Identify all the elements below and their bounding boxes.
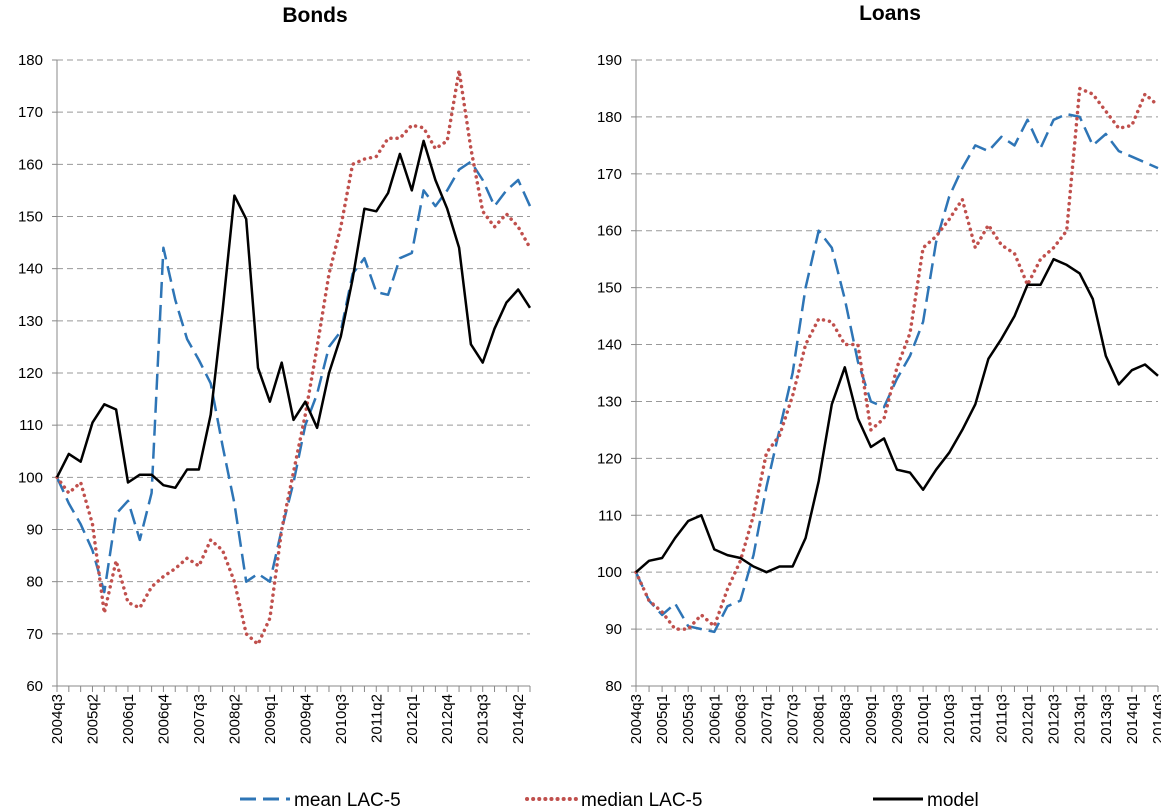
y-tick-label: 120 (597, 450, 622, 467)
y-tick-label: 150 (597, 280, 622, 297)
x-tick-label: 2011q1 (967, 694, 984, 743)
y-tick-label: 100 (597, 564, 622, 581)
y-tick-label: 110 (19, 417, 43, 434)
y-tick-label: 140 (18, 261, 43, 278)
x-tick-label: 2012q4 (439, 694, 456, 744)
y-tick-label: 60 (26, 678, 43, 695)
y-tick-label: 150 (18, 209, 43, 226)
x-tick-label: 2006q3 (732, 694, 749, 744)
x-tick-label: 2009q1 (863, 694, 880, 744)
x-tick-label: 2007q1 (759, 694, 776, 744)
y-tick-label: 170 (18, 104, 43, 121)
y-tick-label: 170 (597, 166, 622, 183)
y-tick-label: 160 (597, 223, 622, 240)
x-tick-label: 2010q3 (333, 694, 350, 744)
y-tick-label: 90 (26, 522, 43, 539)
y-tick-label: 80 (605, 678, 622, 695)
y-tick-label: 160 (18, 156, 43, 173)
x-tick-label: 2004q3 (628, 694, 645, 744)
x-tick-label: 2005q1 (654, 694, 671, 744)
x-tick-label: 2006q1 (706, 694, 723, 744)
x-tick-label: 2012q1 (404, 694, 421, 744)
x-tick-label: 2013q3 (1098, 694, 1115, 744)
x-tick-label: 2005q3 (680, 694, 697, 744)
x-tick-label: 2011q2 (368, 694, 385, 743)
x-tick-label: 2006q1 (120, 694, 137, 744)
x-tick-label: 2009q4 (297, 694, 314, 744)
y-tick-label: 110 (598, 507, 622, 524)
y-tick-label: 100 (18, 469, 43, 486)
legend-label: model (927, 790, 979, 811)
data-line (55, 68, 532, 647)
x-tick-label: 2011q3 (993, 694, 1010, 743)
x-tick-label: 2014q1 (1124, 694, 1141, 744)
x-tick-label: 2014q3 (1150, 694, 1161, 744)
x-tick-label: 2012q1 (1020, 694, 1037, 744)
x-tick-label: 2006q4 (155, 694, 172, 744)
x-tick-label: 2008q2 (226, 694, 243, 744)
x-tick-label: 2013q1 (1072, 694, 1089, 744)
x-tick-label: 2009q3 (889, 694, 906, 744)
y-tick-label: 90 (605, 621, 622, 638)
x-tick-label: 2007q3 (785, 694, 802, 744)
y-tick-label: 130 (597, 393, 622, 410)
x-tick-label: 2008q1 (811, 694, 828, 744)
x-tick-label: 2007q3 (191, 694, 208, 744)
y-tick-label: 70 (26, 626, 43, 643)
x-tick-label: 2012q3 (1046, 694, 1063, 744)
x-tick-label: 2008q3 (837, 694, 854, 744)
data-line (55, 160, 532, 594)
legend-label: median LAC-5 (581, 790, 702, 811)
x-tick-label: 2013q3 (475, 694, 492, 744)
y-tick-label: 190 (597, 52, 622, 69)
chart-title: Loans (859, 2, 921, 25)
x-tick-label: 2004q3 (49, 694, 66, 744)
data-line (634, 112, 1159, 634)
y-tick-label: 80 (26, 574, 43, 591)
y-tick-label: 120 (18, 365, 43, 382)
legend: mean LAC-5 median LAC-5 model (240, 790, 979, 811)
x-tick-label: 2005q2 (84, 694, 101, 744)
x-tick-label: 2014q2 (510, 694, 527, 744)
x-tick-label: 2009q1 (262, 694, 279, 744)
data-line (635, 257, 1159, 574)
y-tick-label: 180 (18, 52, 43, 69)
data-line (634, 86, 1160, 631)
legend-label: mean LAC-5 (294, 790, 401, 811)
y-tick-label: 180 (597, 109, 622, 126)
y-tick-label: 130 (18, 313, 43, 330)
chart-title: Bonds (282, 4, 347, 27)
x-tick-label: 2010q3 (941, 694, 958, 744)
y-tick-label: 140 (597, 337, 622, 354)
x-tick-label: 2010q1 (915, 694, 932, 744)
data-line (55, 139, 532, 490)
